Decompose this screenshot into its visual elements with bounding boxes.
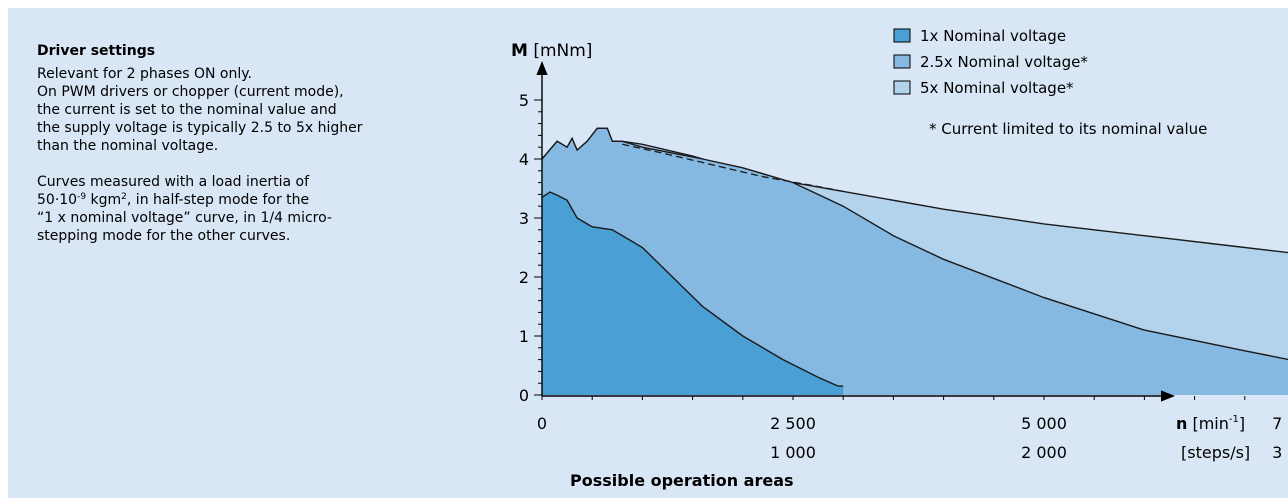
legend: 1x Nominal voltage 2.5x Nominal voltage* 5… [893,27,1207,138]
x-tick-label: 0 [537,414,547,433]
y-tick-label: 4 [519,150,529,169]
notes-line: than the nominal voltage. [37,138,219,154]
legend-swatch [893,80,911,95]
operation-areas [541,127,1288,395]
y-tick-label: 2 [519,268,529,287]
area-2-5x-nominal-voltage-curve [541,127,1288,361]
y-tick-label: 5 [519,91,529,110]
notes-line: “1 x nominal voltage” curve, in 1/4 micr… [37,210,332,226]
legend-label: 1x Nominal voltage [920,27,1066,45]
legend-label: 2.5x Nominal voltage* [920,53,1088,71]
x-tick-label: 5 000 [1021,414,1067,433]
axis-labels: M [mNm] n [min-1] [steps/s] Possible operat… [511,41,1250,490]
x-axis-label: n [min-1] [1176,414,1245,433]
y-tick-label: 0 [519,386,529,405]
area-1x-nominal-voltage-curve [541,191,844,387]
x-tick-label: 7 500 [1272,414,1288,433]
legend-note: * Current limited to its nominal value [929,120,1207,138]
x-tick-label: 2 500 [770,414,816,433]
y-tick-label: 1 [519,327,529,346]
notes-line: Curves measured with a load inertia of [37,174,310,190]
notes-line: stepping mode for the other curves. [37,228,291,244]
legend-swatch [893,28,911,43]
x2-tick-label: 3 000 [1272,443,1288,462]
notes-line: On PWM drivers or chopper (current mode)… [37,84,344,100]
y-tick-label: 3 [519,209,529,228]
notes-line: Relevant for 2 phases ON only. [37,66,252,82]
legend-swatch [893,54,911,69]
x2-tick-label: 1 000 [770,443,816,462]
notes-line: the current is set to the nominal value … [37,102,337,118]
chart-footer: Possible operation areas [570,471,794,490]
notes-line: the supply voltage is typically 2.5 to 5… [37,120,363,136]
current-limit-dashed-curve [622,143,844,193]
notes-line-inertia: 50·10-9 kgm2, in half-step mode for the [37,192,310,208]
notes-title: Driver settings [37,43,156,59]
axes [536,61,1175,402]
x2-axis-label: [steps/s] [1181,443,1250,462]
y-axis-label: M [mNm] [511,41,592,61]
driver-settings-notes: Driver settings Relevant for 2 phases ON… [37,42,457,245]
x2-tick-label: 2 000 [1021,443,1067,462]
area-1x-nominal-voltage-fill [542,192,844,395]
legend-label: 5x Nominal voltage* [920,79,1074,97]
